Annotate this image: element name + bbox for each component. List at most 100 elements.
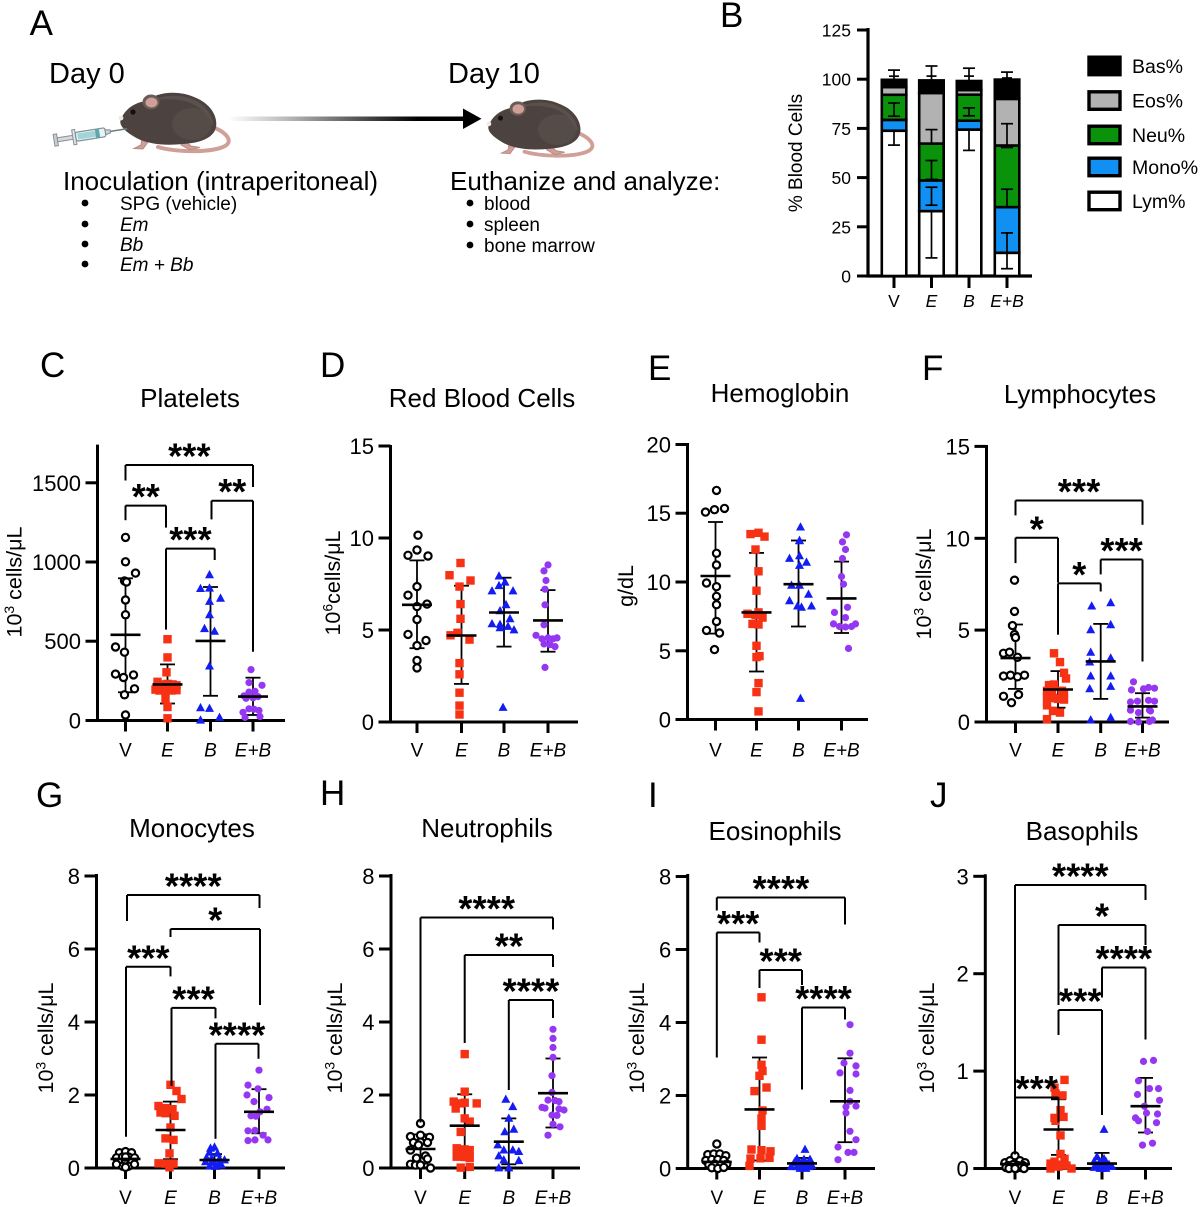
svg-text:*: * (809, 978, 823, 1019)
svg-text:*: * (155, 937, 169, 978)
svg-text:E+B: E+B (827, 1188, 864, 1207)
svg-text:*: * (531, 971, 545, 1012)
svg-text:Lym%: Lym% (1132, 191, 1185, 213)
svg-text:V: V (414, 1188, 427, 1207)
svg-text:0: 0 (841, 267, 851, 287)
svg-text:*: * (824, 978, 838, 1019)
svg-text:V: V (411, 741, 424, 762)
svg-text:% Blood Cells: % Blood Cells (786, 94, 807, 212)
svg-text:0: 0 (659, 708, 671, 733)
svg-text:Eosinophils: Eosinophils (709, 816, 842, 846)
svg-text:*: * (198, 519, 212, 560)
svg-text:Neutrophils: Neutrophils (421, 813, 553, 843)
svg-text:E+B: E+B (823, 741, 860, 762)
svg-text:2: 2 (957, 962, 969, 987)
svg-text:0: 0 (659, 1157, 671, 1182)
svg-text:Em: Em (120, 215, 149, 236)
svg-text:103 cells/μL: 103 cells/μL (1, 526, 27, 637)
svg-text:V: V (888, 291, 900, 311)
svg-text:E: E (455, 741, 468, 762)
svg-text:E: E (164, 1188, 177, 1207)
svg-text:B: B (208, 1188, 221, 1207)
svg-text:E+B: E+B (990, 291, 1024, 311)
svg-text:Hemoglobin: Hemoglobin (711, 378, 850, 408)
svg-text:6: 6 (68, 937, 80, 962)
svg-text:*: * (1138, 938, 1152, 979)
svg-text:g/dL: g/dL (614, 565, 638, 607)
svg-text:103 cells/μL: 103 cells/μL (33, 982, 59, 1093)
svg-text:2: 2 (362, 1083, 374, 1108)
svg-text:10: 10 (946, 526, 970, 551)
svg-text:*: * (179, 866, 193, 907)
svg-text:*: * (127, 937, 141, 978)
svg-text:*: * (717, 903, 731, 944)
svg-text:15: 15 (350, 434, 374, 459)
svg-text:*: * (1072, 471, 1086, 512)
svg-text:Lymphocytes: Lymphocytes (1004, 379, 1156, 409)
svg-text:*: * (209, 1014, 223, 1055)
svg-text:*: * (1086, 471, 1100, 512)
svg-text:15: 15 (946, 434, 970, 459)
svg-text:15: 15 (647, 501, 671, 526)
svg-text:5: 5 (659, 639, 671, 664)
svg-text:*: * (503, 971, 517, 1012)
svg-text:E: E (161, 741, 174, 762)
svg-text:V: V (119, 741, 132, 762)
svg-text:spleen: spleen (484, 215, 540, 236)
svg-text:E+B: E+B (535, 1188, 572, 1207)
svg-text:Mono%: Mono% (1132, 157, 1198, 179)
svg-text:*: * (774, 941, 788, 982)
svg-text:E: E (648, 349, 671, 388)
svg-text:*: * (132, 476, 146, 517)
svg-text:Day 0: Day 0 (49, 58, 125, 90)
svg-text:*: * (1059, 981, 1073, 1022)
svg-text:A: A (30, 4, 54, 43)
svg-text:*: * (141, 937, 155, 978)
svg-text:E: E (1052, 1188, 1065, 1207)
svg-text:*: * (1052, 856, 1066, 897)
svg-text:*: * (169, 519, 183, 560)
svg-text:*: * (1044, 1068, 1058, 1109)
svg-text:4: 4 (659, 1011, 671, 1036)
svg-text:20: 20 (647, 433, 671, 458)
svg-text:*: * (781, 868, 795, 909)
svg-text:V: V (710, 1188, 723, 1207)
svg-text:Day 10: Day 10 (448, 58, 540, 90)
svg-text:*: * (1129, 530, 1143, 571)
svg-text:blood: blood (484, 194, 531, 215)
svg-text:B: B (204, 741, 217, 762)
svg-text:F: F (922, 349, 943, 388)
svg-text:E: E (1052, 741, 1065, 762)
svg-text:*: * (223, 1014, 237, 1055)
svg-text:*: * (495, 926, 509, 967)
svg-text:*: * (1066, 856, 1080, 897)
svg-text:*: * (487, 888, 501, 929)
svg-text:*: * (1095, 938, 1109, 979)
svg-text:0: 0 (68, 1156, 80, 1181)
svg-text:Euthanize and analyze:: Euthanize and analyze: (450, 166, 720, 196)
svg-text:*: * (1015, 1068, 1029, 1109)
svg-text:6: 6 (659, 938, 671, 963)
svg-text:*: * (509, 926, 523, 967)
svg-text:*: * (473, 888, 487, 929)
svg-text:*: * (1058, 471, 1072, 512)
svg-text:125: 125 (822, 21, 851, 41)
svg-text:E+B: E+B (1127, 1188, 1164, 1207)
svg-text:*: * (146, 476, 160, 517)
svg-text:103 cells/μL: 103 cells/μL (322, 982, 348, 1093)
svg-text:Bas%: Bas% (1132, 56, 1183, 78)
svg-text:*: * (545, 971, 559, 1012)
svg-text:*: * (1115, 530, 1129, 571)
svg-text:E+B: E+B (1124, 741, 1161, 762)
svg-text:*: * (237, 1014, 251, 1055)
svg-text:*: * (1100, 530, 1114, 571)
svg-text:103 cells/μL: 103 cells/μL (624, 982, 650, 1093)
svg-text:0: 0 (957, 1157, 969, 1182)
svg-text:E: E (753, 1188, 766, 1207)
svg-text:*: * (759, 941, 773, 982)
svg-text:2: 2 (659, 1084, 671, 1109)
svg-text:*: * (1072, 554, 1086, 595)
svg-text:4: 4 (68, 1010, 80, 1035)
svg-text:*: * (1073, 981, 1087, 1022)
svg-text:D: D (320, 346, 345, 385)
